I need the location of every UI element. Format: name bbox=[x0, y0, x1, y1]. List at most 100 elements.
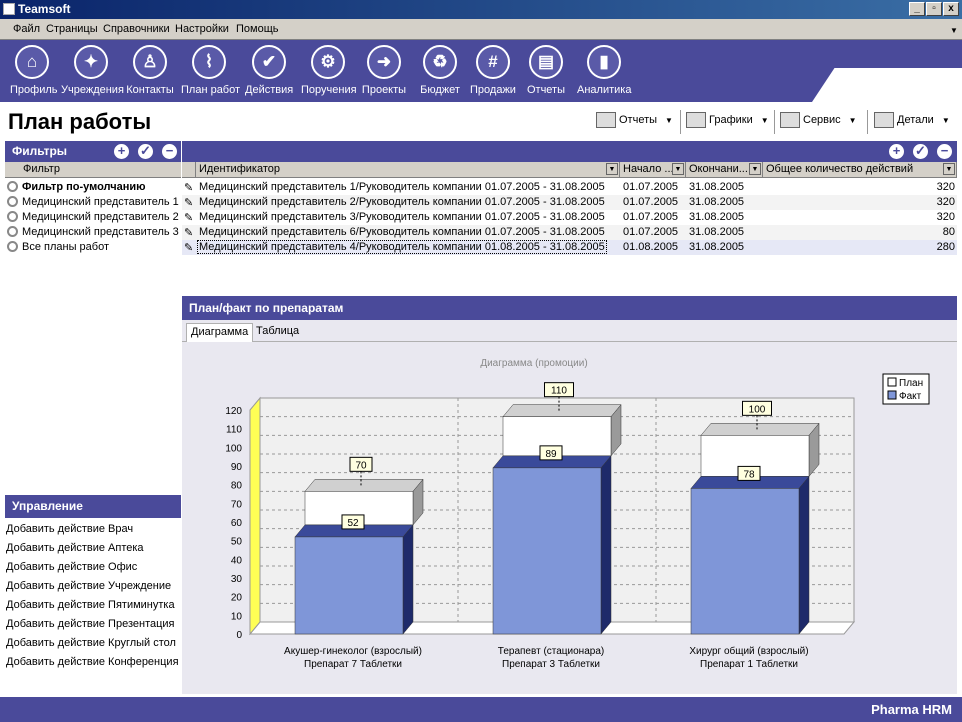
chart-tabs: Диаграмма Таблица bbox=[182, 320, 957, 342]
pencil-icon: ✎ bbox=[184, 212, 194, 224]
chart-left-wall bbox=[249, 396, 261, 636]
grid-column-headers: Идентификатор ▼ Начало ... ▼ Окончани... ▼ … bbox=[182, 162, 957, 178]
toolbar-reports-button[interactable]: ▤ Отчеты bbox=[525, 45, 567, 96]
brand-label: Pharma HRM bbox=[871, 702, 952, 717]
remove-filter-icon[interactable]: − bbox=[162, 144, 177, 159]
toolbar-analytics-button[interactable]: ▮ Аналитика bbox=[577, 45, 631, 96]
windows-icon bbox=[874, 112, 894, 128]
plan-bar-top bbox=[304, 479, 424, 492]
plan-value-label: 100 bbox=[749, 404, 766, 415]
magnifier-icon bbox=[7, 181, 18, 192]
plan-bar-top bbox=[502, 404, 622, 417]
gears-icon: ⚙ bbox=[311, 45, 345, 79]
filter-column-header[interactable]: Фильтр bbox=[5, 162, 181, 178]
details-dropdown-button[interactable]: Детали ▼ bbox=[874, 112, 950, 128]
management-link[interactable]: Добавить действие Аптека bbox=[6, 542, 144, 554]
y-tick-label: 40 bbox=[231, 555, 243, 566]
menu-file[interactable]: Файл bbox=[13, 23, 41, 35]
y-tick-label: 100 bbox=[225, 443, 242, 454]
remove-row-icon[interactable]: − bbox=[937, 144, 952, 159]
toolbar-projects-button[interactable]: ➜ Проекты bbox=[361, 45, 407, 96]
filter-item[interactable]: Медицинский представитель 2 bbox=[5, 210, 181, 225]
tab-diagram[interactable]: Диаграмма bbox=[186, 323, 254, 342]
service-dropdown-button[interactable]: Сервис ▼ bbox=[780, 112, 857, 128]
menu-help[interactable]: Помощь bbox=[236, 23, 279, 35]
filters-title: Фильтры bbox=[12, 144, 68, 158]
y-tick-label: 0 bbox=[236, 630, 242, 641]
management-link[interactable]: Добавить действие Пятиминутка bbox=[6, 599, 175, 611]
arrow-icon: ➜ bbox=[367, 45, 401, 79]
add-row-icon[interactable]: + bbox=[889, 144, 904, 159]
fact-bar bbox=[690, 488, 800, 635]
toolbar-profile-button[interactable]: ⌂ Профиль bbox=[10, 45, 58, 96]
y-tick-label: 60 bbox=[231, 518, 243, 529]
filter-item[interactable]: Все планы работ bbox=[5, 240, 181, 255]
legend-swatch-plan bbox=[887, 377, 897, 387]
management-link[interactable]: Добавить действие Учреждение bbox=[6, 580, 172, 592]
table-row[interactable]: ✎ Медицинский представитель 1/Руководите… bbox=[184, 181, 955, 194]
toolbar-contacts-button[interactable]: ♙ Контакты bbox=[126, 45, 174, 96]
plan-value-label-box bbox=[742, 400, 772, 416]
column-header-count[interactable]: Общее количество действий ▼ bbox=[763, 162, 957, 178]
x-tick-label: Препарат 7 Таблетки bbox=[304, 658, 402, 670]
toolbar-institutions-button[interactable]: ✦ Учреждения bbox=[61, 45, 124, 96]
menu-chevron-icon[interactable]: ▼ bbox=[950, 26, 958, 35]
pencil-icon: ✎ bbox=[184, 182, 194, 194]
maximize-button[interactable]: ▫ bbox=[926, 2, 942, 16]
table-row-selected[interactable]: ✎ Медицинский представитель 4/Руководите… bbox=[182, 240, 957, 255]
management-link[interactable]: Добавить действие Офис bbox=[6, 561, 138, 573]
paperclip-icon: ⌇ bbox=[192, 45, 226, 79]
filter-item[interactable]: Медицинский представитель 1 bbox=[5, 195, 181, 210]
table-row[interactable]: ✎ Медицинский представитель 2/Руководите… bbox=[182, 195, 957, 210]
close-button[interactable]: x bbox=[943, 2, 959, 16]
apply-row-icon[interactable]: ✓ bbox=[913, 144, 928, 159]
filter-item[interactable]: Фильтр по-умолчанию bbox=[5, 180, 181, 195]
menu-settings[interactable]: Настройки bbox=[175, 23, 229, 35]
window-title: Teamsoft bbox=[18, 2, 71, 16]
home-icon: ⌂ bbox=[15, 45, 49, 79]
add-filter-icon[interactable]: + bbox=[114, 144, 129, 159]
fact-value-label-box bbox=[539, 445, 563, 461]
toolbar-budget-button[interactable]: ♻ Бюджет bbox=[418, 45, 462, 96]
x-tick-label: Хирург общий (взрослый) bbox=[689, 645, 808, 657]
plan-value-label: 110 bbox=[551, 386, 567, 397]
people-icon: ✦ bbox=[74, 45, 108, 79]
separator bbox=[680, 110, 681, 134]
toolbar-actions-button[interactable]: ✔ Действия bbox=[245, 45, 293, 96]
menu-references[interactable]: Справочники bbox=[103, 23, 170, 35]
column-header-id[interactable]: Идентификатор ▼ bbox=[196, 162, 620, 178]
fact-bar-side bbox=[600, 455, 612, 635]
column-header-start[interactable]: Начало ... ▼ bbox=[620, 162, 686, 178]
status-footer: Pharma HRM bbox=[0, 697, 962, 722]
tab-table[interactable]: Таблица bbox=[256, 325, 300, 337]
filter-list: Фильтр Фильтр по-умолчанию Медицинский п… bbox=[5, 162, 181, 490]
charts-dropdown-button[interactable]: Графики ▼ bbox=[686, 112, 769, 128]
column-header-end[interactable]: Окончани... ▼ bbox=[686, 162, 763, 178]
table-row[interactable]: ✎ Медицинский представитель 3/Руководите… bbox=[184, 211, 955, 224]
toolbar-workplan-button[interactable]: ⌇ План работ bbox=[181, 45, 240, 96]
table-row[interactable]: ✎ Медицинский представитель 6/Руководите… bbox=[182, 225, 957, 240]
management-link[interactable]: Добавить действие Презентация bbox=[6, 618, 175, 630]
toolbar-sales-button[interactable]: # Продажи bbox=[470, 45, 516, 96]
dropdown-arrow-icon[interactable]: ▼ bbox=[943, 163, 955, 175]
management-link[interactable]: Добавить действие Конференция bbox=[6, 656, 179, 668]
chevron-down-icon: ▼ bbox=[848, 115, 857, 125]
magnifier-icon bbox=[7, 241, 18, 252]
dropdown-arrow-icon[interactable]: ▼ bbox=[606, 163, 618, 175]
filter-item[interactable]: Медицинский представитель 3 bbox=[5, 225, 181, 240]
chart-icon bbox=[686, 112, 706, 128]
fact-value-label: 52 bbox=[347, 518, 359, 529]
toolbar-assignments-button[interactable]: ⚙ Поручения bbox=[301, 45, 357, 96]
management-link[interactable]: Добавить действие Врач bbox=[6, 523, 134, 535]
x-tick-label: Препарат 3 Таблетки bbox=[502, 658, 600, 670]
apply-filter-icon[interactable]: ✓ bbox=[138, 144, 153, 159]
minimize-button[interactable]: _ bbox=[909, 2, 925, 16]
plan-bar-top bbox=[700, 423, 820, 436]
dropdown-arrow-icon[interactable]: ▼ bbox=[672, 163, 684, 175]
reports-dropdown-button[interactable]: Отчеты ▼ bbox=[596, 112, 673, 128]
dropdown-arrow-icon[interactable]: ▼ bbox=[749, 163, 761, 175]
menu-pages[interactable]: Страницы bbox=[46, 23, 98, 35]
fact-value-label: 78 bbox=[743, 469, 755, 480]
management-link[interactable]: Добавить действие Круглый стол bbox=[6, 637, 176, 649]
y-tick-label: 50 bbox=[231, 537, 243, 548]
